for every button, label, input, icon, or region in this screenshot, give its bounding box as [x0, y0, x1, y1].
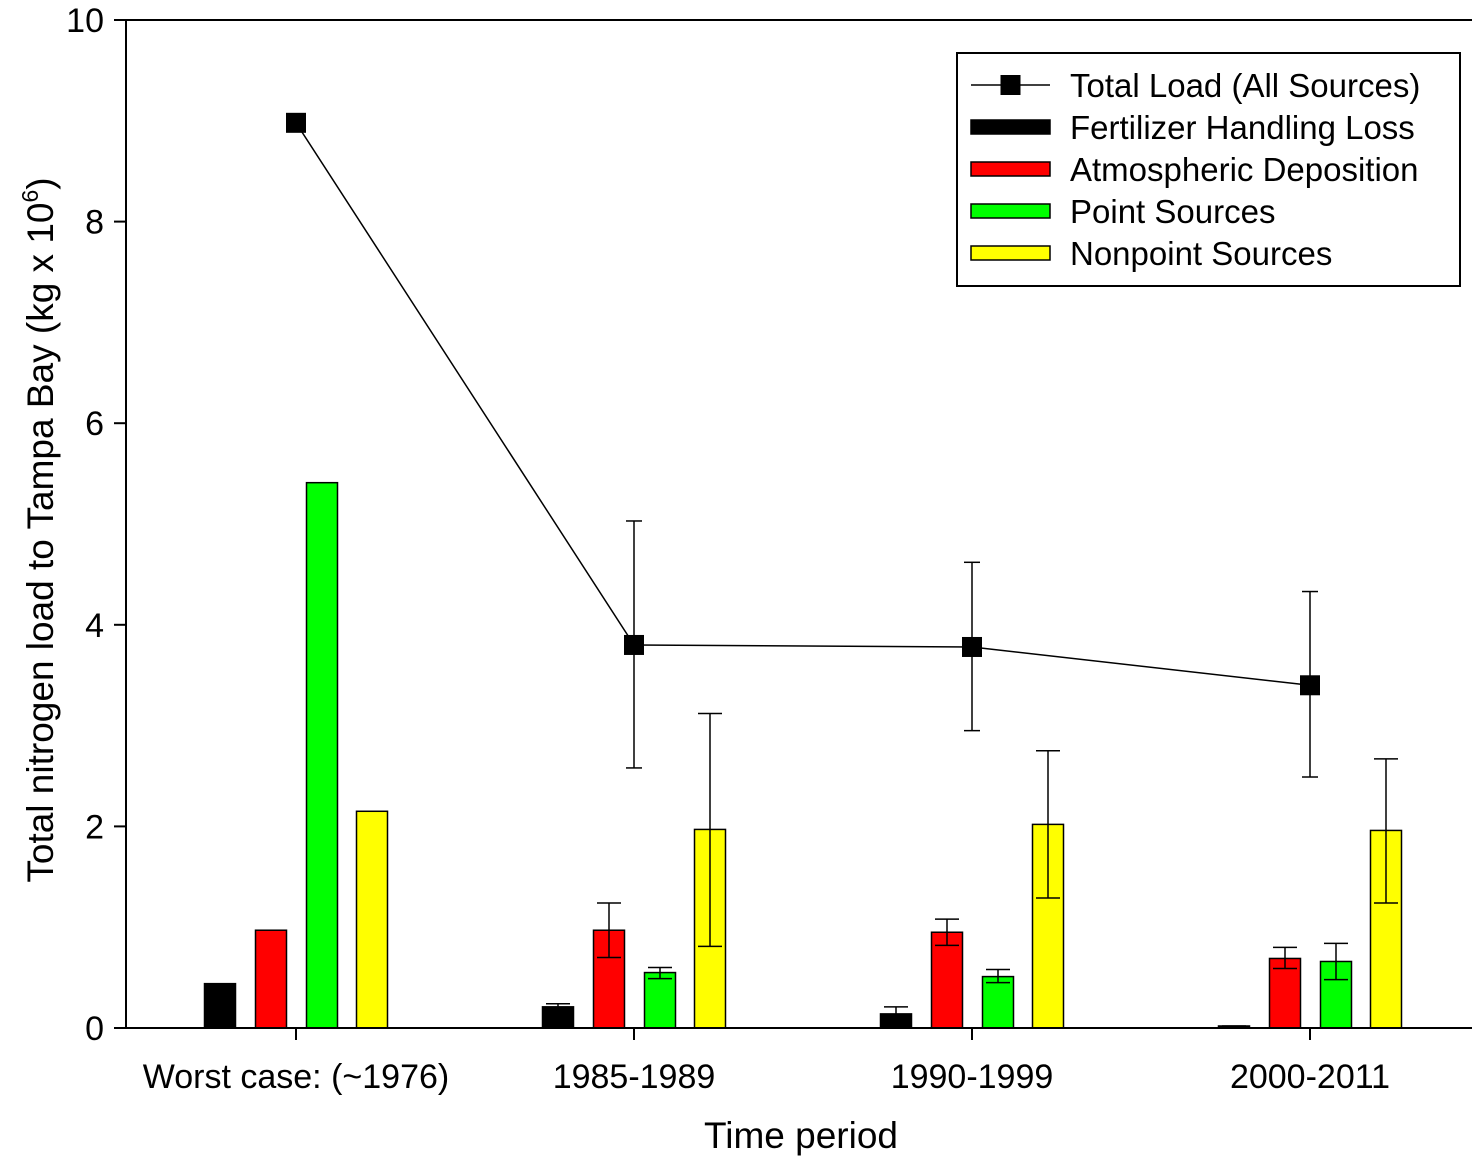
- error-bar-nonpoint-sources: [698, 712, 722, 948]
- axes-layer: 0 2 4 6 8 10 Worst case: (~1976) 1985-1989 1990-…: [66, 2, 1472, 1096]
- y-axis-title: Total nitrogen load to Tampa Bay (kg x 1…: [17, 177, 61, 882]
- bar-point-sources: [981, 975, 1015, 1029]
- error-bar-point-sources: [648, 966, 672, 980]
- bar-fertilizer-handling-loss: [541, 1006, 575, 1029]
- bars-layer: [203, 481, 1403, 1029]
- bar-fertilizer-handling-loss: [203, 982, 237, 1029]
- legend-swatch: [970, 119, 1051, 135]
- total-load-line: [295, 122, 1311, 687]
- y-tick-label: 8: [85, 204, 104, 242]
- legend-label: Nonpoint Sources: [1070, 235, 1332, 272]
- bar-atmospheric-deposition: [930, 931, 964, 1029]
- legend-label: Fertilizer Handling Loss: [1070, 109, 1415, 146]
- x-tick-label: 1985-1989: [553, 1058, 716, 1096]
- total-load-marker: [286, 112, 306, 133]
- legend-label-total-load: Total Load (All Sources): [1070, 67, 1420, 104]
- y-tick-label: 4: [85, 607, 104, 645]
- error-bar-nonpoint-sources: [1036, 750, 1060, 899]
- error-bar-atmospheric-deposition: [597, 902, 621, 959]
- error-bar-point-sources: [986, 968, 1010, 984]
- y-axis-title-superscript: 6: [17, 190, 43, 203]
- bar-point-sources: [1319, 960, 1353, 1029]
- y-axis-title-close: ): [20, 177, 61, 189]
- x-tick-label: 1990-1999: [891, 1058, 1054, 1096]
- legend-marker-symbol: [1000, 75, 1021, 95]
- y-tick-label: 10: [66, 2, 104, 40]
- error-bar-point-sources: [1324, 942, 1348, 981]
- bar-point-sources: [305, 481, 339, 1029]
- bar-nonpoint-sources: [355, 810, 389, 1029]
- legend-swatch: [970, 203, 1051, 219]
- total-load-marker: [624, 634, 644, 655]
- legend-label: Atmospheric Deposition: [1070, 151, 1419, 188]
- error-bar-fertilizer-handling-loss: [1222, 1025, 1246, 1028]
- total-load-marker: [1300, 675, 1320, 696]
- error-bar-nonpoint-sources: [1374, 758, 1398, 904]
- error-bar-atmospheric-deposition: [1273, 946, 1297, 970]
- legend: Total Load (All Sources) Fertilizer Handl…: [956, 52, 1461, 287]
- total-load-marker: [962, 636, 982, 657]
- y-tick-label: 0: [85, 1010, 104, 1048]
- legend-label: Point Sources: [1070, 193, 1275, 230]
- error-bar-fertilizer-handling-loss: [884, 1006, 908, 1022]
- legend-swatch: [970, 245, 1051, 261]
- legend-swatch: [970, 161, 1051, 177]
- bar-point-sources: [643, 971, 677, 1029]
- y-tick-label: 2: [85, 808, 104, 846]
- error-bar-atmospheric-deposition: [935, 918, 959, 947]
- total-load-line-layer: [286, 112, 1320, 778]
- x-tick-label: Worst case: (~1976): [143, 1058, 449, 1096]
- bar-atmospheric-deposition: [254, 929, 288, 1029]
- x-tick-label: 2000-2011: [1230, 1058, 1390, 1096]
- y-tick-label: 6: [85, 405, 104, 443]
- x-axis-title: Time period: [704, 1115, 898, 1156]
- bar-atmospheric-deposition: [1268, 957, 1302, 1029]
- y-axis-title-main: Total nitrogen load to Tampa Bay (kg x 1…: [20, 203, 61, 883]
- error-bar-fertilizer-handling-loss: [546, 1003, 570, 1010]
